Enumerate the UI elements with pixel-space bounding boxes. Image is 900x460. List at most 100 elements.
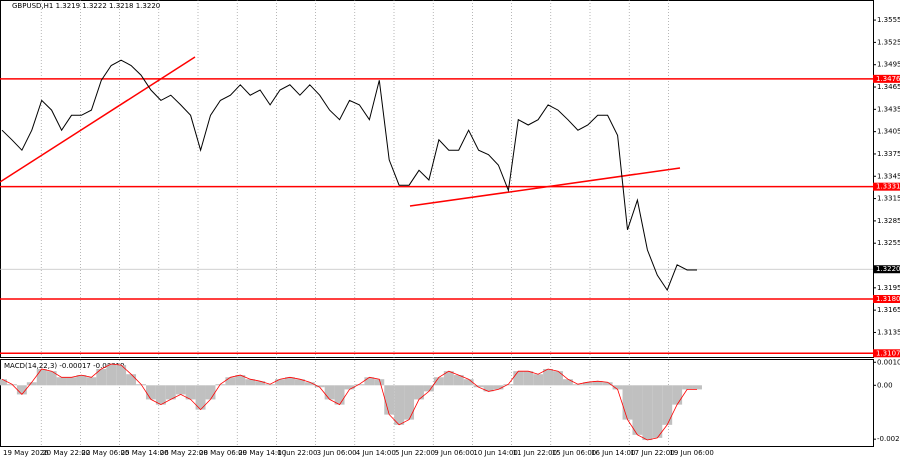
macd-bar [175, 385, 186, 395]
macd-bar [155, 385, 166, 405]
level-label: 1.3180 [873, 294, 900, 303]
y-tick-label: -0.00248 [877, 435, 900, 443]
macd-bar [423, 385, 434, 392]
level-box [873, 74, 900, 83]
macd-bar [344, 385, 355, 390]
macd-bar [493, 385, 504, 390]
level-label: 1.3331 [873, 182, 900, 191]
macd-bar [642, 385, 653, 441]
x-tick-label: 9 Jun 06:00 [434, 449, 474, 457]
level-text: 1.3107 [876, 349, 900, 357]
macd-bar [16, 385, 27, 395]
level-text: 1.3180 [876, 295, 900, 303]
level-label: 1.3476 [873, 74, 900, 83]
macd-bar [245, 379, 256, 386]
macd-bar [96, 368, 107, 386]
macd-bar [404, 385, 415, 420]
macd-bar [255, 381, 266, 386]
y-tick-label: 1.3405 [877, 128, 900, 136]
x-tick-label: 1 Jun 22:00 [277, 449, 317, 457]
macd-bar [106, 363, 117, 386]
y-tick-label: 0.00106 [877, 358, 900, 366]
level-box [873, 182, 900, 191]
macd-bar [533, 374, 544, 386]
macd-bar [116, 365, 127, 386]
x-tick-label: 20 May 22:00 [42, 449, 90, 457]
macd-signal [1, 363, 697, 441]
level-box [873, 294, 900, 303]
x-tick-label: 25 May 14:00 [121, 449, 169, 457]
y-tick-label: 1.3525 [877, 38, 900, 46]
x-tick-label: 26 May 22:00 [160, 449, 208, 457]
price-line [1, 59, 697, 292]
y-tick-label: 1.3465 [877, 83, 900, 91]
macd-bar [672, 385, 683, 405]
macd-bar [205, 385, 216, 400]
x-tick-label: 22 May 06:00 [81, 449, 129, 457]
level-text: 1.3476 [876, 75, 900, 83]
x-tick-label: 17 Jun 22:00 [630, 449, 674, 457]
y-tick-label: 1.3255 [877, 239, 900, 247]
macd-bar [503, 384, 514, 386]
y-tick-label: 0.00 [877, 381, 893, 389]
macd-bar [592, 381, 603, 386]
macd-bar [622, 385, 633, 420]
macd-title: MACD(14,22,3) -0.00017 -0.00019 [4, 362, 125, 370]
macd-bar [384, 385, 395, 415]
current-price-text: 1.3220 [876, 265, 900, 273]
macd-bar [612, 385, 623, 390]
y-tick-label: 1.3495 [877, 61, 900, 69]
macd-bar [235, 375, 246, 386]
x-tick-label: 16 Jun 14:00 [591, 449, 635, 457]
macd-bar [394, 385, 405, 425]
macd-bar [433, 377, 444, 386]
macd-bar [543, 368, 554, 386]
macd-bar [294, 379, 305, 386]
macd-bar [572, 384, 583, 386]
macd-bar [76, 375, 87, 386]
trend-line [0, 56, 196, 183]
macd-bar [0, 379, 7, 386]
level-text: 1.3331 [876, 183, 900, 191]
y-tick-label: 1.3555 [877, 16, 900, 24]
macd-bar [553, 371, 563, 386]
macd-bar [562, 379, 573, 386]
macd-bar [652, 385, 663, 438]
macd-bar [126, 374, 137, 386]
level-label: 1.3107 [873, 349, 900, 358]
y-tick-label: 1.3195 [877, 284, 900, 292]
macd-bar [265, 384, 276, 386]
macd-bar [364, 377, 375, 386]
macd-bar [473, 385, 484, 388]
x-tick-label: 11 Jun 22:00 [513, 449, 557, 457]
x-tick-label: 3 Jun 06:00 [317, 449, 357, 457]
macd-bar [275, 379, 285, 386]
macd-bar [334, 385, 345, 405]
macd-bar [513, 371, 524, 386]
macd-bar [414, 385, 424, 400]
macd-pane [0, 359, 874, 447]
x-tick-label: 10 Jun 14:00 [473, 449, 517, 457]
y-tick-label: 1.3345 [877, 172, 900, 180]
macd-bar [26, 382, 37, 386]
macd-bar [304, 382, 315, 386]
macd-bar [86, 377, 97, 386]
current-price-box [873, 265, 900, 274]
macd-bar [682, 385, 693, 390]
level-box [873, 349, 900, 358]
macd-bar [284, 377, 295, 386]
macd-bar [523, 371, 534, 386]
macd-bar [225, 377, 236, 386]
x-tick-label: 15 Jun 06:00 [552, 449, 596, 457]
x-tick-label: 29 May 14:00 [238, 449, 286, 457]
y-tick-label: 1.3315 [877, 195, 900, 203]
x-tick-label: 19 Jun 06:00 [669, 449, 713, 457]
macd-bar [66, 377, 77, 386]
macd-bar [56, 377, 67, 386]
macd-bar [662, 385, 673, 425]
macd-bar [602, 382, 613, 386]
macd-bar [374, 379, 385, 386]
price-pane [0, 0, 874, 358]
macd-bar [692, 385, 702, 390]
